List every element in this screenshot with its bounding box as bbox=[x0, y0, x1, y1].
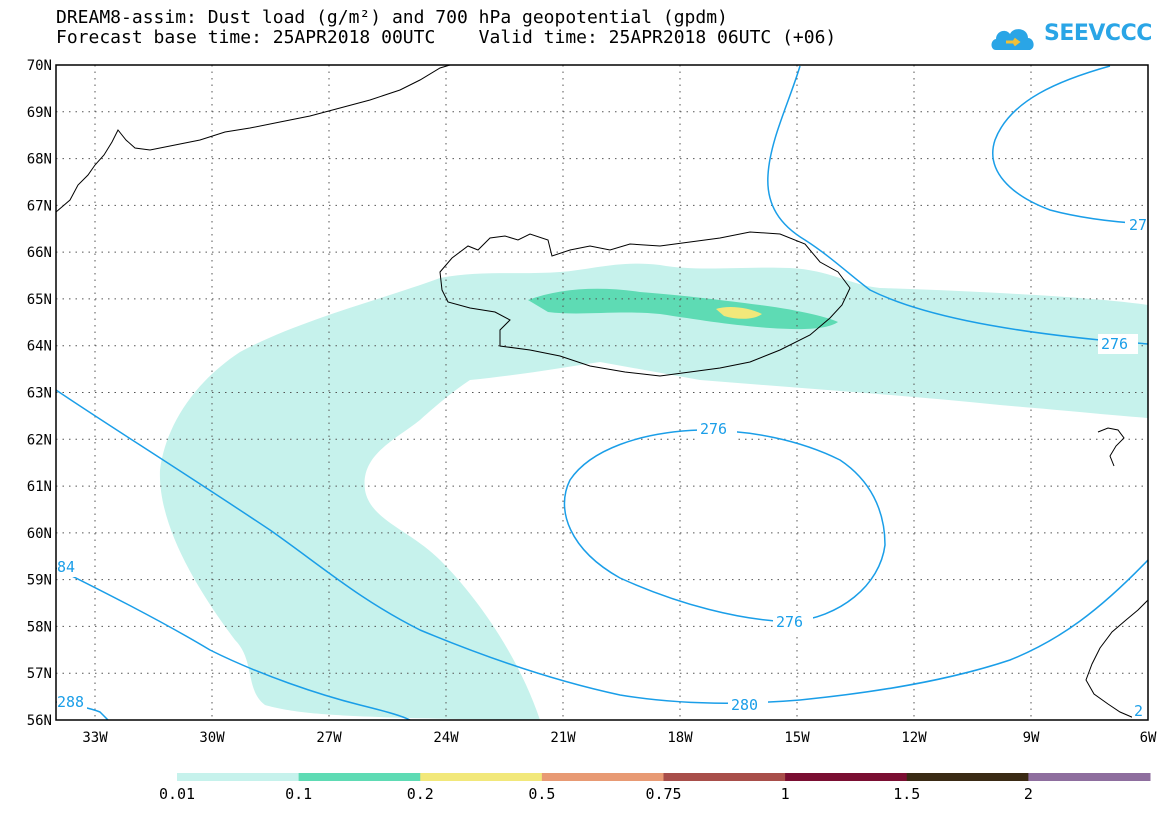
contour-280 bbox=[56, 389, 1148, 705]
colorbar-label: 0.1 bbox=[285, 785, 313, 803]
lat-label: 60N bbox=[27, 526, 52, 542]
lon-label: 18W bbox=[667, 730, 693, 746]
dust-field bbox=[159, 263, 1148, 720]
iceland-coast bbox=[439, 231, 851, 377]
title-line-2: Forecast base time: 25APR2018 00UTC Vali… bbox=[56, 27, 837, 48]
contour-label: 288 bbox=[57, 693, 84, 711]
colorbar-segment bbox=[420, 773, 543, 781]
contour-label: 276 bbox=[776, 613, 803, 631]
lat-label: 62N bbox=[27, 432, 52, 448]
contour-label: 2 bbox=[1134, 702, 1143, 720]
lat-label: 70N bbox=[27, 58, 52, 74]
map-frame bbox=[55, 64, 1149, 721]
colorbar bbox=[177, 773, 1151, 781]
lat-label: 68N bbox=[27, 152, 52, 168]
lon-label: 21W bbox=[550, 730, 576, 746]
contour-label: 276 bbox=[1101, 335, 1128, 353]
lat-label: 69N bbox=[27, 105, 52, 121]
colorbar-segment bbox=[663, 773, 786, 781]
colorbar-label: 0.75 bbox=[645, 785, 682, 803]
lon-label: 24W bbox=[433, 730, 459, 746]
contour-276-north bbox=[767, 65, 1148, 345]
lat-label: 56N bbox=[27, 713, 52, 729]
contour-276-closed bbox=[563, 429, 886, 623]
lon-label: 30W bbox=[199, 730, 225, 746]
colorbar-segment bbox=[177, 773, 300, 781]
colorbar-segment bbox=[906, 773, 1029, 781]
dust-region-low bbox=[159, 263, 1148, 720]
lon-label: 12W bbox=[901, 730, 927, 746]
contour-labels: 27 276 276 276 280 84 288 2 bbox=[57, 214, 1148, 720]
logo-text: SEEVCCC bbox=[1044, 21, 1152, 46]
lon-label: 9W bbox=[1023, 730, 1040, 746]
contour-label: 276 bbox=[700, 420, 727, 438]
lat-label: 59N bbox=[27, 573, 52, 589]
lon-label: 27W bbox=[316, 730, 342, 746]
lat-label: 65N bbox=[27, 292, 52, 308]
latitude-labels: 70N 69N 68N 67N 66N 65N 64N 63N 62N 61N 60N 59N 58N 5… bbox=[27, 58, 52, 729]
colorbar-segment bbox=[298, 773, 421, 781]
lat-label: 57N bbox=[27, 666, 52, 682]
dust-region-mid bbox=[528, 288, 838, 330]
contour-label: 27 bbox=[1129, 216, 1147, 234]
lat-label: 66N bbox=[27, 245, 52, 261]
contour-284 bbox=[56, 567, 411, 720]
colorbar-label: 0.5 bbox=[528, 785, 556, 803]
lat-label: 64N bbox=[27, 339, 52, 355]
colorbar-label: 1 bbox=[780, 785, 790, 803]
dust-region-high bbox=[716, 306, 762, 319]
lon-label: 15W bbox=[784, 730, 810, 746]
greenland-coast bbox=[56, 65, 451, 213]
contour-27-northeast bbox=[992, 65, 1148, 225]
lat-label: 67N bbox=[27, 198, 52, 214]
lat-label: 61N bbox=[27, 479, 52, 495]
lon-label: 6W bbox=[1140, 730, 1157, 746]
colorbar-segment bbox=[1028, 773, 1151, 781]
geopotential-contours bbox=[56, 65, 1148, 720]
cloud-icon bbox=[991, 29, 1034, 50]
lon-label: 33W bbox=[82, 730, 108, 746]
colorbar-segment bbox=[785, 773, 908, 781]
colorbar-label: 0.01 bbox=[158, 785, 196, 803]
coastlines bbox=[56, 65, 1148, 719]
longitude-labels: 33W 30W 27W 24W 21W 18W 15W 12W 9W 6W bbox=[82, 730, 1157, 746]
lat-label: 58N bbox=[27, 619, 52, 635]
colorbar-label: 2 bbox=[1023, 785, 1033, 803]
title-line-1: DREAM8-assim: Dust load (g/m²) and 700 h… bbox=[56, 7, 728, 28]
colorbar-label: 0.2 bbox=[406, 785, 434, 803]
colorbar-label: 1.5 bbox=[893, 785, 921, 803]
colorbar-segment bbox=[541, 773, 664, 781]
lat-label: 63N bbox=[27, 386, 52, 402]
contour-label: 84 bbox=[57, 558, 75, 576]
scotland-coast bbox=[1085, 599, 1148, 719]
contour-label: 280 bbox=[731, 696, 758, 714]
faroe-islands bbox=[1097, 427, 1125, 467]
